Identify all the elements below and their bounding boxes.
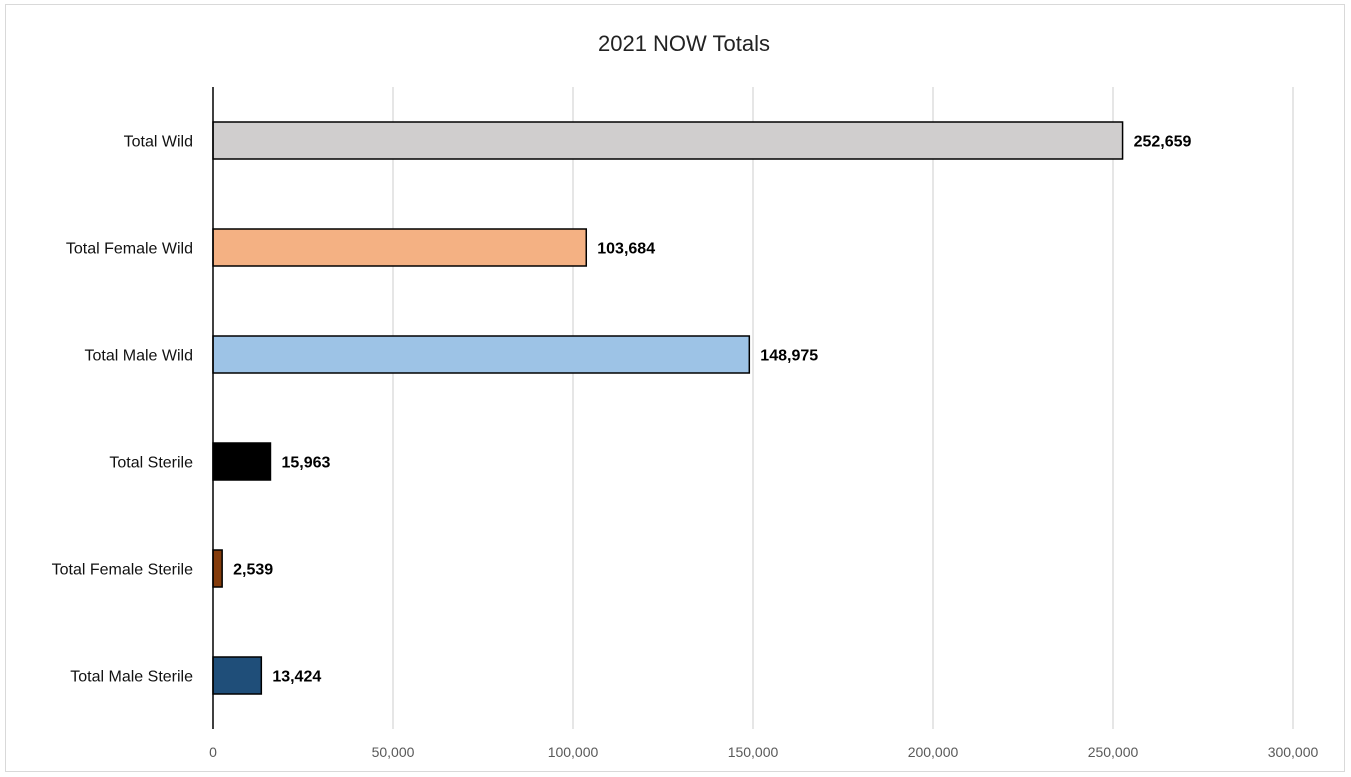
category-label: Total Wild bbox=[124, 134, 193, 151]
data-label: 148,975 bbox=[760, 348, 818, 365]
data-label: 103,684 bbox=[597, 241, 655, 258]
category-label: Total Sterile bbox=[109, 455, 193, 472]
x-tick-label: 150,000 bbox=[728, 744, 779, 760]
x-tick-label: 250,000 bbox=[1088, 744, 1139, 760]
x-tick-label: 0 bbox=[209, 744, 217, 760]
category-label: Total Male Wild bbox=[85, 348, 193, 365]
labels: 0 50,000 100,000 150,000 200,000 250,000 300,0… bbox=[52, 134, 1319, 761]
x-tick-label: 300,000 bbox=[1268, 744, 1319, 760]
data-label: 252,659 bbox=[1134, 134, 1192, 151]
x-tick-label: 100,000 bbox=[548, 744, 599, 760]
data-label: 15,963 bbox=[281, 455, 330, 472]
bar bbox=[212, 121, 1124, 160]
bar bbox=[212, 442, 272, 481]
bars bbox=[212, 121, 1124, 695]
data-label: 13,424 bbox=[272, 669, 321, 686]
category-label: Total Male Sterile bbox=[70, 669, 193, 686]
bar bbox=[212, 335, 751, 374]
chart-title: 2021 NOW Totals bbox=[598, 31, 770, 56]
data-label: 2,539 bbox=[233, 562, 273, 579]
x-tick-label: 200,000 bbox=[908, 744, 959, 760]
gridlines bbox=[392, 87, 1294, 729]
x-tick-label: 50,000 bbox=[372, 744, 415, 760]
bar bbox=[212, 656, 263, 695]
category-label: Total Female Wild bbox=[66, 241, 193, 258]
bar bbox=[212, 549, 223, 588]
category-label: Total Female Sterile bbox=[52, 562, 193, 579]
bar bbox=[212, 228, 588, 267]
